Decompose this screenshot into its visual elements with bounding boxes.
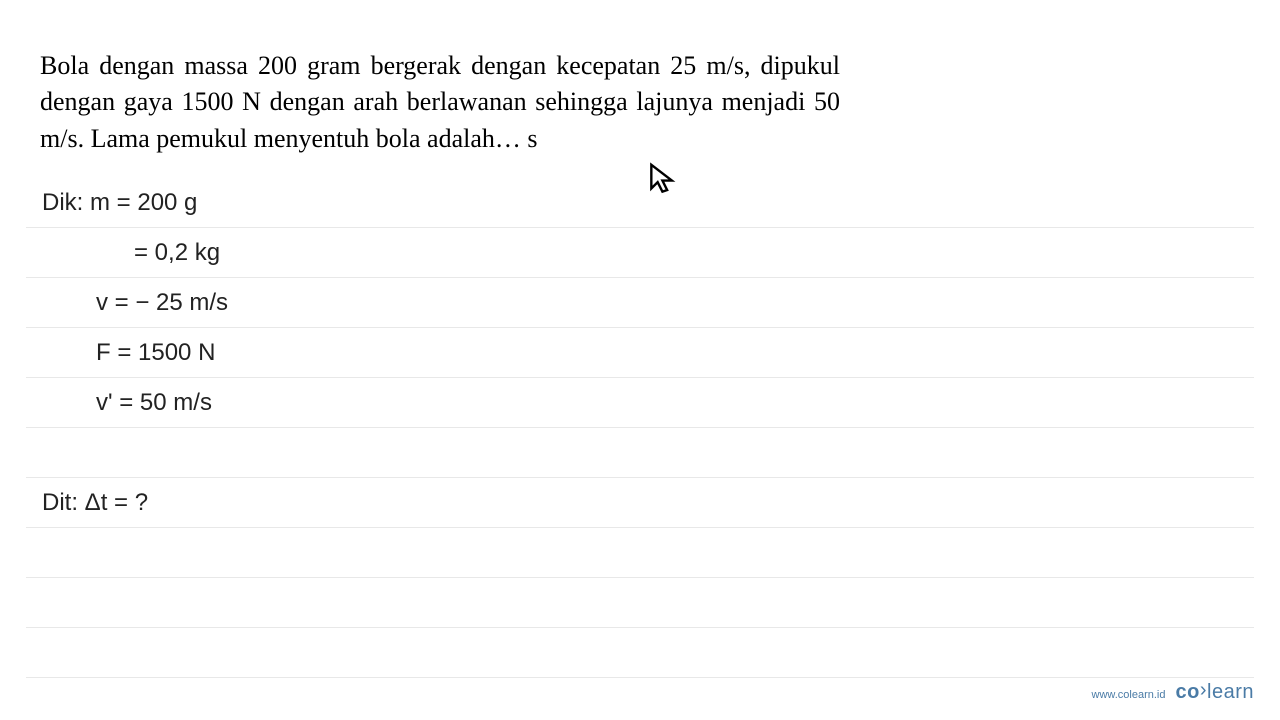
footer-logo: co›learn [1176,681,1255,704]
given-line-4: F = 1500 N [26,328,1254,378]
given-f: F = 1500 N [96,339,215,367]
blank-line-2 [26,528,1254,578]
given-v: v = − 25 m/s [96,289,228,317]
given-line-5: v' = 50 m/s [26,378,1254,428]
blank-line-4 [26,628,1254,678]
given-line-2: = 0,2 kg [26,228,1254,278]
given-m-kg: = 0,2 kg [134,239,220,267]
given-line-1: Dik: m = 200 g [26,178,1254,228]
footer-url: www.colearn.id [1092,689,1166,701]
footer: www.colearn.id co›learn [1092,681,1254,704]
worksheet-lines: Dik: m = 200 g = 0,2 kg v = − 25 m/s F =… [26,178,1254,678]
problem-statement: Bola dengan massa 200 gram bergerak deng… [40,48,840,157]
blank-line-1 [26,428,1254,478]
blank-line-3 [26,578,1254,628]
asked-delta-t: Dit: Δt = ? [42,489,148,517]
content-area: Bola dengan massa 200 gram bergerak deng… [0,0,1280,157]
logo-separator: › [1200,679,1207,701]
logo-learn: learn [1207,681,1254,703]
given-line-3: v = − 25 m/s [26,278,1254,328]
logo-co: co [1176,681,1200,703]
mouse-cursor-icon [645,160,683,198]
given-vprime: v' = 50 m/s [96,389,212,417]
asked-line: Dit: Δt = ? [26,478,1254,528]
given-m-grams: Dik: m = 200 g [42,189,197,217]
